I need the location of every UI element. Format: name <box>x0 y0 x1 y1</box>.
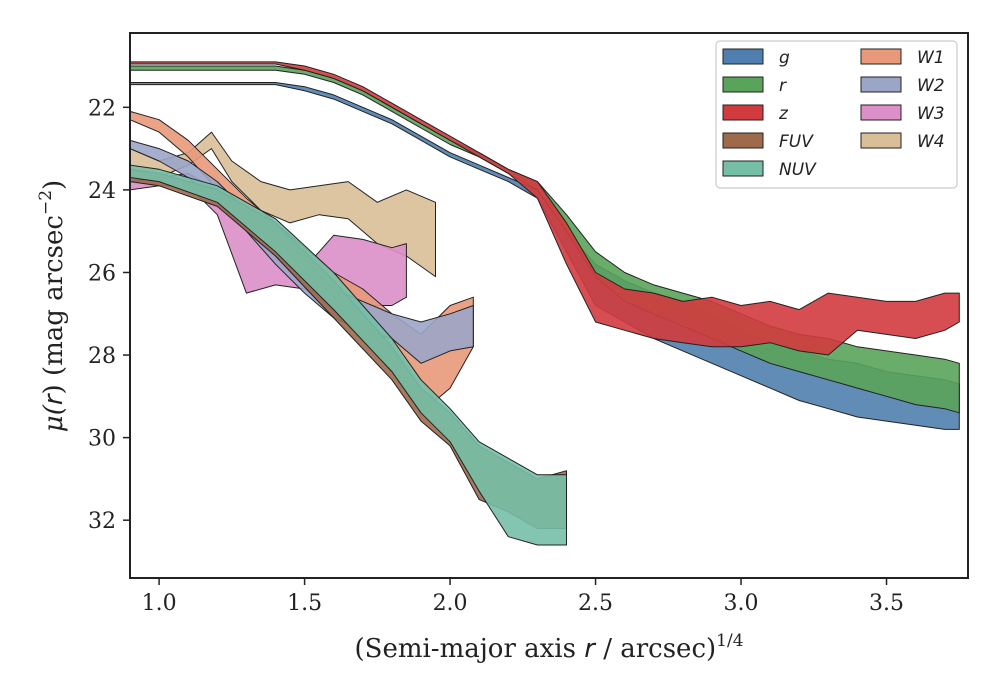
y-tick-label: 32 <box>88 509 116 534</box>
legend-swatch-nuv <box>722 160 764 177</box>
legend-swatch-w3 <box>860 104 902 121</box>
y-tick-label: 22 <box>88 96 116 121</box>
legend-label-w4: W4 <box>917 132 945 152</box>
legend-items: grz FUV NUV W1 W2 W3 W4 <box>722 48 945 180</box>
x-tick-label: 1.0 <box>142 591 177 616</box>
x-tick-label: 3.5 <box>869 591 904 616</box>
legend-swatch-w4 <box>860 132 902 149</box>
y-tick-label: 28 <box>88 344 116 369</box>
x-tick-label: 1.5 <box>287 591 322 616</box>
series-band-nuv <box>130 164 567 546</box>
x-tick-label: 2.0 <box>433 591 468 616</box>
legend-swatch-z <box>722 104 764 121</box>
legend-label-nuv: NUV <box>779 160 817 180</box>
legend-swatch-r <box>722 76 764 93</box>
legend: grz FUV NUV W1 W2 W3 W4 <box>715 40 958 189</box>
legend-swatch-fuv <box>722 132 764 149</box>
legend-label-r: r <box>779 76 787 96</box>
y-axis-ticks: 22 24 26 28 30 32 <box>88 96 130 534</box>
x-axis-label: (Semi-major axis r / arcsec)1/4 <box>354 631 743 664</box>
legend-swatch-w2 <box>860 76 902 93</box>
legend-label-g: g <box>779 48 790 68</box>
x-tick-label: 3.0 <box>724 591 759 616</box>
series-layer <box>130 61 960 546</box>
legend-label-w1: W1 <box>917 48 945 68</box>
legend-swatch-g <box>722 48 764 65</box>
series-band-z <box>130 61 960 356</box>
y-tick-label: 26 <box>88 261 116 286</box>
legend-label-w3: W3 <box>917 104 945 124</box>
plot-frame <box>129 32 969 579</box>
y-tick-label: 24 <box>88 179 116 204</box>
legend-label-z: z <box>778 104 789 124</box>
legend-label-w2: W2 <box>917 76 945 96</box>
y-axis-label: μ(r) (mag arcsec−2) <box>36 180 69 432</box>
y-tick-label: 30 <box>88 427 116 452</box>
legend-swatch-w1 <box>860 48 902 65</box>
legend-label-fuv: FUV <box>779 132 814 152</box>
x-axis-ticks: 1.0 1.5 2.0 2.5 3.0 3.5 <box>142 578 904 616</box>
x-tick-label: 2.5 <box>578 591 613 616</box>
series-band-w4 <box>130 131 436 278</box>
